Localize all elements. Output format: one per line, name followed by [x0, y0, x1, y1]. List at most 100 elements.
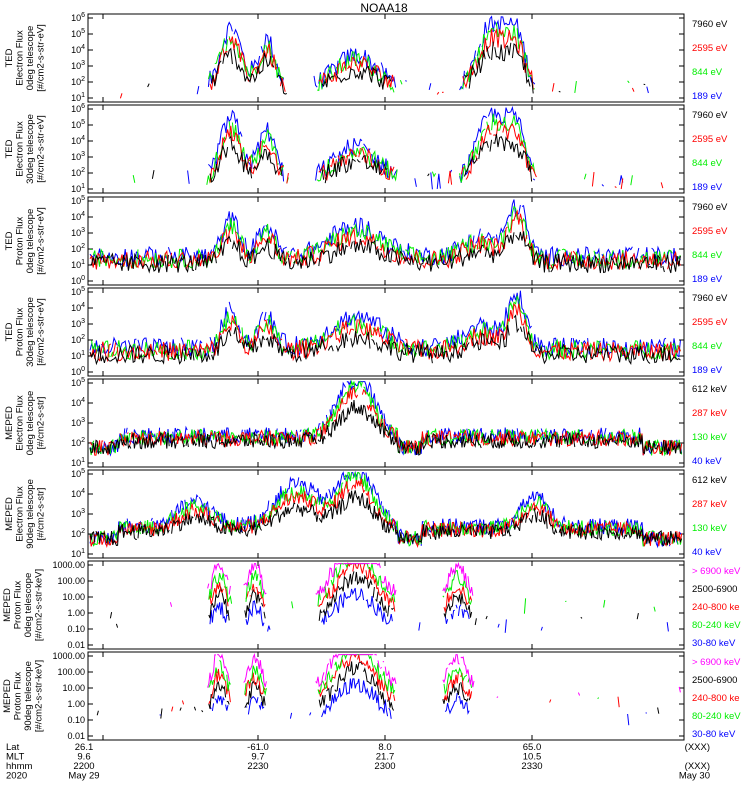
series-trace [197, 17, 679, 95]
y-tick-label: 100.00 [57, 667, 85, 677]
y-axis-label-line: 90deg telescope [25, 479, 36, 549]
legend-entry: 2595 eV [692, 317, 728, 328]
legend-entry: > 6900 keV [692, 566, 741, 577]
plot-frame [87, 651, 685, 741]
y-axis-label-line: [#/cm2-s-str] [36, 397, 47, 450]
y-axis-label-line: 0deg telescope [23, 573, 34, 637]
y-tick-label: 103 [71, 417, 85, 428]
y-tick-label: 0.10 [67, 715, 85, 725]
y-axis-label-line: [#/cm2-s-str-keV] [34, 569, 45, 641]
y-axis-label-line: Proton Flux [13, 580, 24, 629]
y-tick-exponent: 4 [81, 211, 85, 218]
y-axis-label: TED Electron Flux 30deg telescope [#/cm2-s-… [4, 114, 47, 184]
y-tick-exponent: 3 [81, 227, 85, 234]
y-axis-label-line: [#/cm2-s-str-eV] [36, 115, 47, 183]
y-tick-exponent: 2 [81, 76, 85, 83]
y-tick-exponent: 4 [81, 397, 85, 404]
y-tick-exponent: 2 [81, 437, 85, 444]
y-axis-label-line: MEPED [4, 406, 15, 440]
legend-entry: 2595 eV [692, 134, 728, 145]
y-axis-label-line: Electron Flux [15, 121, 26, 177]
panel-1: 101 102 103 104 105 106 TED Electron Flux 0deg t… [4, 12, 728, 103]
bottom-row-label: hhmm [6, 761, 32, 772]
bottom-tick-label: 2300 [374, 761, 395, 772]
series-trace [170, 564, 658, 607]
y-tick-label: 105 [71, 119, 85, 130]
bottom-tick-label: 8.0 [378, 742, 391, 753]
legend-entry: 240-800 ke [692, 602, 740, 613]
y-tick-label: 101 [71, 457, 85, 468]
y-axis-label-line: Proton Flux [15, 307, 26, 356]
y-axis-label-line: 30deg telescope [25, 114, 36, 184]
y-tick-label: 102 [71, 167, 85, 178]
y-tick-exponent: 3 [81, 151, 85, 158]
series-trace [209, 655, 675, 703]
panel-2: 101 102 103 104 105 106 TED Electron Flux 30deg … [4, 103, 728, 194]
y-tick-label: 102 [71, 334, 85, 345]
y-tick-exponent: 0 [81, 366, 85, 373]
bottom-row-label: 2020 [6, 771, 27, 782]
panel-7: 0.01 0.10 1.00 10.00 100.00 1000.00 MEPED Proto… [2, 560, 741, 650]
y-tick-label: 101 [71, 183, 85, 194]
y-tick-label: 1000.00 [52, 651, 85, 661]
plot-frame [87, 196, 685, 286]
y-axis-label-line: 30deg telescope [25, 297, 36, 367]
y-tick-label: 1.00 [67, 608, 85, 618]
legend-entry: 287 keV [692, 499, 728, 510]
y-tick-label: 104 [71, 44, 85, 55]
y-axis-label: MEPED Proton Flux 90deg telescope [#/cm2-s-… [2, 660, 45, 732]
data-traces [120, 17, 680, 99]
y-tick-exponent: 2 [81, 528, 85, 535]
bottom-tick-label: 9.7 [251, 752, 264, 763]
y-axis-label: MEPED Electron Flux 0deg telescope [#/cm2-s… [4, 391, 47, 455]
legend-entry: 287 keV [692, 408, 728, 419]
y-tick-exponent: 1 [81, 457, 85, 464]
y-tick-exponent: 5 [81, 468, 85, 475]
y-axis-label: TED Proton Flux 0deg telescope [#/cm2-s-str… [4, 207, 47, 275]
series-trace [110, 571, 667, 627]
series-trace [208, 23, 677, 93]
legend-entry: 189 eV [692, 91, 723, 102]
y-tick-exponent: 1 [81, 183, 85, 190]
y-tick-label: 102 [71, 528, 85, 539]
legend-entry: 130 keV [692, 523, 728, 534]
y-axis-label-line: [#/cm2-s-str-eV] [36, 24, 47, 92]
series-trace [89, 231, 681, 274]
y-tick-exponent: 1 [81, 350, 85, 357]
y-tick-label: 104 [71, 135, 85, 146]
y-tick-label: 101 [71, 92, 85, 103]
y-tick-label: 10.00 [62, 683, 85, 693]
series-trace [89, 386, 683, 456]
series-trace [210, 121, 680, 189]
legend-entry: 130 keV [692, 432, 728, 443]
y-tick-label: 105 [71, 286, 85, 297]
series-trace [120, 29, 672, 98]
y-tick-label: 104 [71, 211, 85, 222]
legend-entry: 7960 eV [692, 293, 728, 304]
legend-entry: 189 eV [692, 274, 723, 285]
legend-entry: 7960 eV [692, 19, 728, 30]
panel-5: 101 102 103 104 105 MEPED Electron Flux 0deg te… [4, 377, 728, 468]
legend-entry: 30-80 keV [692, 729, 736, 740]
data-traces [89, 379, 683, 457]
y-tick-exponent: 5 [81, 195, 85, 202]
y-tick-exponent: 3 [81, 417, 85, 424]
y-axis-label: TED Electron Flux 0deg telescope [#/cm2-s-s… [4, 24, 47, 92]
y-axis-label-line: Electron Flux [15, 395, 26, 451]
bottom-tick-label: 26.1 [75, 742, 94, 753]
series-trace [152, 134, 680, 188]
y-tick-label: 104 [71, 397, 85, 408]
y-axis-label: MEPED Proton Flux 0deg telescope [#/cm2-s-s… [2, 569, 45, 641]
plot-frame [87, 287, 685, 377]
y-axis-label-line: 90deg telescope [23, 661, 34, 731]
bottom-tick-label: 65.0 [523, 742, 542, 753]
legend-entry: 844 eV [692, 67, 723, 78]
y-tick-exponent: 2 [81, 167, 85, 174]
plot-frame [87, 560, 685, 650]
y-axis-label: TED Proton Flux 30deg telescope [#/cm2-s-st… [4, 297, 47, 367]
y-axis-label-line: [#/cm2-s-str-eV] [36, 207, 47, 275]
y-tick-label: 0.01 [67, 731, 85, 741]
